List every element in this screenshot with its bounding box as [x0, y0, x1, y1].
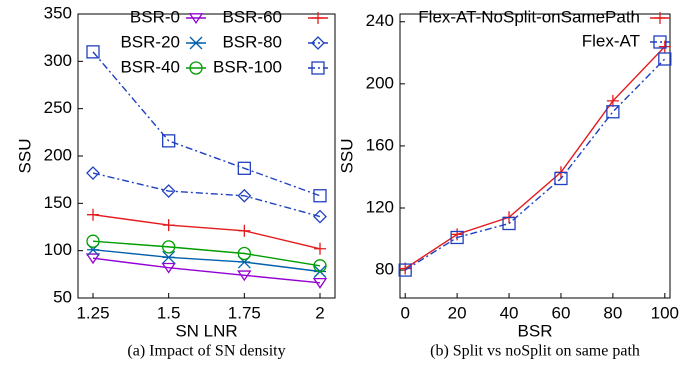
legend-label: BSR-20: [120, 32, 180, 51]
marker: [87, 208, 99, 221]
marker: [654, 12, 666, 24]
x-tick-label: 0: [400, 303, 409, 322]
y-tick-label: 200: [44, 145, 72, 164]
marker: [162, 240, 176, 254]
marker: [554, 171, 568, 186]
marker: [313, 259, 327, 273]
legend-label: BSR-60: [222, 7, 282, 26]
plot-frame: [399, 13, 671, 299]
marker: [161, 184, 176, 198]
marker: [658, 40, 671, 53]
marker: [237, 188, 252, 203]
y-tick-label: 80: [375, 260, 394, 279]
legend-label: Flex-AT: [582, 31, 640, 50]
marker: [450, 230, 464, 245]
legend-label: BSR-80: [222, 32, 282, 51]
legend-label: BSR-0: [130, 7, 180, 26]
legend-label: Flex-AT-NoSplit-onSamePath: [418, 7, 640, 26]
marker: [85, 253, 101, 265]
marker: [311, 61, 325, 75]
caption: (b) Split vs noSplit on same path: [430, 343, 640, 360]
marker: [313, 189, 327, 203]
x-tick-label: 2: [315, 303, 324, 322]
y-tick-label: 160: [366, 135, 394, 154]
marker: [502, 216, 516, 231]
plot-frame: [77, 13, 336, 299]
marker: [161, 262, 176, 274]
marker: [189, 36, 203, 50]
x-tick-label: 60: [552, 303, 571, 322]
y-tick-label: 120: [366, 197, 394, 216]
marker: [237, 161, 251, 175]
y-tick-label: 240: [366, 11, 394, 30]
marker: [86, 45, 100, 59]
marker: [313, 209, 327, 224]
y-tick-label: 100: [44, 240, 72, 259]
x-tick-label: 40: [500, 303, 519, 322]
series-line: [92, 257, 321, 284]
marker: [653, 35, 667, 49]
marker: [311, 36, 325, 50]
y-tick-label: 250: [44, 98, 72, 117]
y-tick-label: 350: [44, 3, 72, 22]
series-line: [404, 58, 666, 271]
y-axis-label: SSU: [337, 139, 356, 174]
x-tick-label: 1.25: [76, 303, 109, 322]
x-tick-label: 1.5: [157, 303, 181, 322]
marker: [606, 94, 619, 107]
marker: [237, 246, 251, 261]
legend-label: BSR-100: [213, 57, 282, 76]
y-axis-label: SSU: [15, 139, 34, 174]
series-line: [404, 46, 666, 270]
series-line: [92, 240, 321, 267]
marker: [162, 134, 176, 148]
x-axis-label: BSR: [518, 321, 553, 340]
marker: [237, 270, 252, 282]
y-tick-label: 150: [44, 193, 72, 212]
x-axis-label: SN LNR: [175, 321, 237, 340]
x-tick-label: 100: [651, 303, 679, 322]
series-line: [92, 249, 321, 273]
marker: [658, 52, 672, 66]
marker: [162, 250, 176, 264]
series-line: [92, 172, 321, 218]
marker: [398, 263, 412, 277]
marker: [86, 166, 100, 180]
caption: (a) Impact of SN density: [127, 343, 285, 360]
marker: [606, 105, 620, 119]
series-line: [92, 213, 321, 250]
y-tick-label: 300: [44, 51, 72, 70]
marker: [312, 12, 324, 24]
marker: [86, 234, 100, 248]
x-tick-label: 1.75: [228, 303, 261, 322]
x-tick-label: 20: [448, 303, 467, 322]
x-tick-label: 80: [603, 303, 622, 322]
marker: [238, 224, 251, 237]
marker: [188, 13, 204, 24]
marker: [451, 228, 464, 241]
y-tick-label: 50: [53, 287, 72, 306]
marker: [314, 242, 326, 255]
legend-label: BSR-40: [120, 57, 180, 76]
marker: [189, 61, 203, 75]
marker: [162, 219, 175, 232]
y-tick-label: 200: [366, 73, 394, 92]
marker: [312, 278, 328, 289]
